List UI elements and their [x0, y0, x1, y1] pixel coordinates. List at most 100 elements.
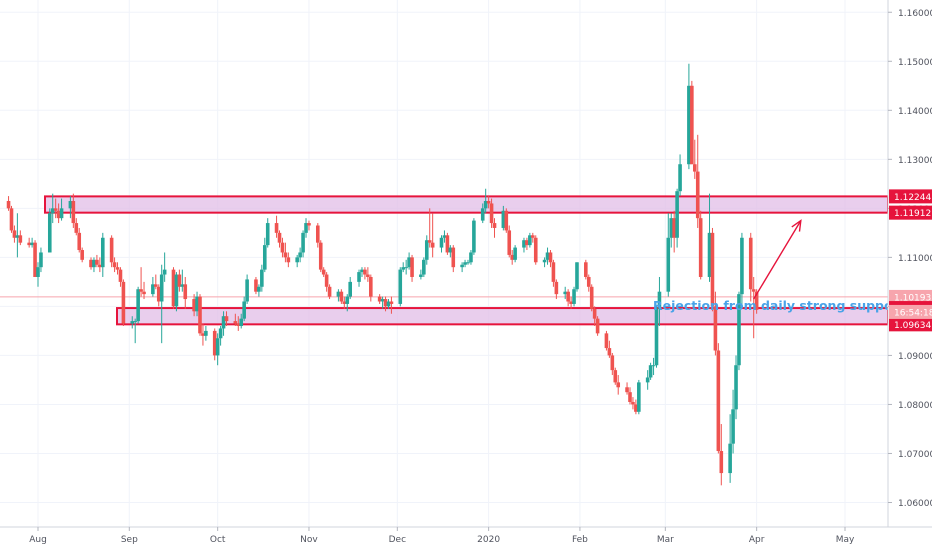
- candle-body: [648, 365, 653, 378]
- candle-body: [698, 218, 703, 277]
- candle-body: [345, 296, 350, 304]
- candle-body: [218, 328, 223, 339]
- candle-body: [298, 252, 302, 258]
- candle-body: [533, 237, 538, 263]
- candle-body: [307, 223, 311, 226]
- candle-body: [162, 269, 167, 275]
- candle-body: [133, 321, 137, 323]
- candle-body: [277, 232, 282, 243]
- candle-body: [50, 208, 55, 214]
- candle-body: [566, 291, 570, 302]
- candle-body: [68, 200, 73, 209]
- candle-body: [551, 262, 556, 282]
- candle-body: [357, 272, 361, 282]
- candle-body: [469, 252, 473, 263]
- candle-body: [95, 259, 99, 265]
- candle-body: [595, 318, 600, 334]
- price-label-text: 1.10193: [894, 293, 931, 303]
- price-label-box: [889, 205, 932, 220]
- candle-body: [545, 252, 550, 260]
- candle-body: [589, 286, 594, 309]
- candle-body: [245, 279, 249, 302]
- candle-body: [692, 164, 697, 172]
- candle-body: [695, 171, 700, 219]
- candle-body: [286, 257, 291, 263]
- candle-body: [707, 232, 712, 277]
- candle-body: [336, 291, 341, 297]
- candle-body: [89, 259, 93, 268]
- candle-body: [528, 235, 532, 246]
- candle-body: [92, 259, 96, 268]
- candle-body: [460, 264, 464, 268]
- candle-body: [531, 235, 535, 238]
- candle-body: [283, 252, 288, 258]
- candle-body: [625, 387, 629, 393]
- candle-body: [39, 252, 43, 268]
- candle-body: [318, 242, 323, 270]
- price-tick-label: 1.13000: [898, 156, 932, 166]
- countdown-box: [889, 304, 932, 319]
- candle-body: [448, 247, 453, 253]
- candle-body: [262, 245, 267, 270]
- candle-body: [224, 316, 229, 322]
- candle-body: [233, 321, 238, 324]
- candle-body: [53, 208, 58, 211]
- candle-body: [363, 269, 367, 275]
- candle-body: [254, 279, 258, 292]
- time-tick-label: Dec: [389, 535, 406, 545]
- candle-body: [139, 289, 143, 292]
- candle-body: [74, 223, 79, 233]
- candle-body: [242, 301, 246, 319]
- candle-body: [616, 382, 621, 388]
- candle-body: [239, 318, 244, 327]
- candle-body: [142, 291, 146, 295]
- candle-body: [389, 301, 394, 304]
- candle-body: [383, 299, 388, 307]
- time-tick-label: Nov: [300, 535, 318, 545]
- time-tick-label: May: [836, 535, 855, 545]
- candle-body: [489, 203, 494, 224]
- candle-body: [9, 208, 14, 231]
- candle-body: [604, 333, 609, 349]
- candle-body: [731, 409, 735, 444]
- candle-body: [15, 235, 20, 238]
- candle-body: [607, 348, 612, 356]
- time-tick-label: Feb: [572, 535, 588, 545]
- candle-body: [121, 281, 126, 324]
- candle-body: [510, 254, 514, 260]
- candle-body: [56, 210, 61, 219]
- candle-body: [451, 247, 456, 268]
- candle-body: [324, 274, 329, 287]
- candle-body: [12, 230, 17, 238]
- time-tick-label: Apr: [749, 535, 765, 545]
- candle-body: [442, 235, 447, 238]
- candle-body: [136, 289, 140, 322]
- candle-body: [195, 296, 199, 312]
- candle-body: [548, 252, 553, 263]
- candle-body: [525, 240, 529, 246]
- candle-body: [631, 401, 635, 405]
- candle-body: [666, 237, 671, 292]
- time-tick-label: 2020: [477, 535, 500, 545]
- candle-body: [563, 291, 568, 295]
- candle-body: [542, 259, 547, 263]
- candle-body: [386, 301, 391, 307]
- candle-body: [159, 274, 164, 302]
- candle-body: [295, 257, 299, 263]
- candle-body: [572, 289, 576, 304]
- candle-body: [274, 223, 279, 233]
- candle-body: [183, 284, 188, 300]
- candle-body: [154, 284, 158, 287]
- candle-body: [18, 235, 23, 243]
- candle-body: [369, 276, 373, 297]
- candle-body: [424, 240, 429, 260]
- candle-body: [657, 291, 662, 309]
- candle-body: [748, 237, 753, 290]
- candle-body: [177, 274, 182, 287]
- candle-body: [109, 237, 114, 263]
- candle-body: [33, 242, 37, 277]
- candle-body: [466, 262, 470, 264]
- candle-body: [156, 286, 161, 302]
- candle-body: [713, 306, 718, 351]
